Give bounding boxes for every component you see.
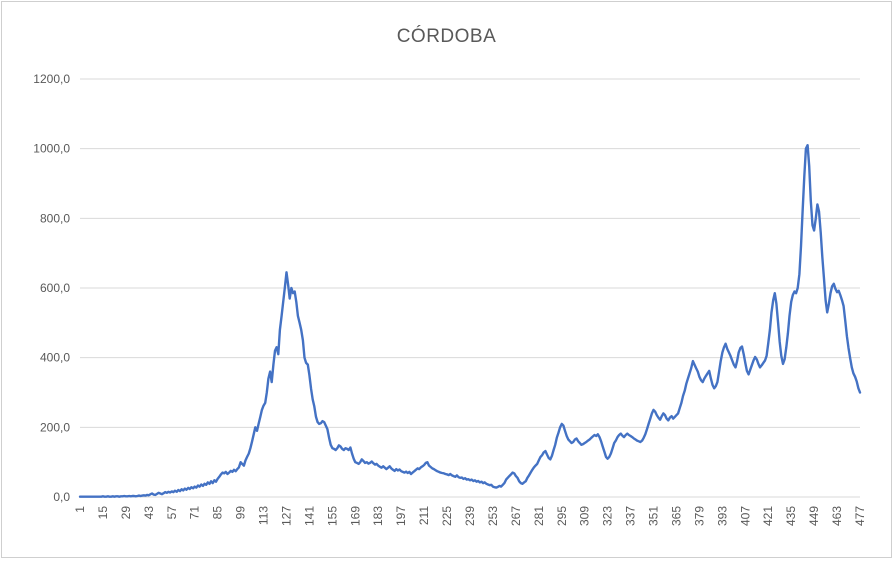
x-axis-label: 15 xyxy=(96,506,110,520)
x-axis-label: 239 xyxy=(463,506,477,526)
x-axis-label: 463 xyxy=(830,506,844,526)
x-axis-label: 113 xyxy=(257,506,271,525)
x-axis-label: 99 xyxy=(234,506,248,520)
x-axis-label: 337 xyxy=(624,506,638,526)
x-axis-label: 379 xyxy=(692,506,706,526)
x-axis-label: 253 xyxy=(486,506,500,526)
x-axis-label: 295 xyxy=(555,506,569,526)
x-axis-label: 365 xyxy=(669,506,683,526)
y-axis-label: 400,0 xyxy=(40,351,70,365)
x-axis-label: 155 xyxy=(325,506,339,526)
x-axis-label: 351 xyxy=(647,506,661,526)
y-axis-label: 0,0 xyxy=(53,490,70,504)
series-line xyxy=(78,143,862,498)
x-axis-label: 407 xyxy=(738,506,752,526)
y-axis-labels: 0,0 200,0 400,0 600,0 800,0 1000,0 1200,0 xyxy=(33,72,70,504)
x-axis-label: 43 xyxy=(142,506,156,520)
y-axis-label: 800,0 xyxy=(40,211,70,225)
x-axis-label: 225 xyxy=(440,506,454,526)
x-axis-label: 449 xyxy=(807,506,821,526)
y-axis-label: 600,0 xyxy=(40,281,70,295)
gridlines xyxy=(80,78,860,498)
x-axis-label: 211 xyxy=(417,506,431,525)
x-axis-label: 421 xyxy=(761,506,775,526)
x-axis-label: 1 xyxy=(73,506,87,513)
x-axis-label: 197 xyxy=(394,506,408,526)
y-axis-label: 1200,0 xyxy=(33,72,70,86)
x-axis-label: 183 xyxy=(371,506,385,526)
x-axis-label: 169 xyxy=(348,506,362,526)
x-axis-label: 127 xyxy=(279,506,293,526)
x-axis-label: 57 xyxy=(165,506,179,520)
x-axis-label: 323 xyxy=(601,506,615,526)
x-axis-label: 477 xyxy=(853,506,867,526)
x-axis-label: 281 xyxy=(532,506,546,526)
chart-title: CÓRDOBA xyxy=(396,26,497,47)
y-axis-label: 1000,0 xyxy=(33,142,70,156)
x-axis-label: 435 xyxy=(784,506,798,526)
x-axis-label: 393 xyxy=(715,506,729,526)
y-axis-label: 200,0 xyxy=(40,420,70,434)
x-axis-label: 309 xyxy=(578,506,592,526)
x-axis-label: 71 xyxy=(188,506,202,520)
x-axis-labels: 1 15 29 43 57 71 85 99 113 127 141 155 169 183 197 211 2… xyxy=(73,506,867,526)
x-axis-label: 267 xyxy=(509,506,523,526)
x-axis-label: 85 xyxy=(211,506,225,520)
x-axis-label: 141 xyxy=(302,506,316,526)
x-axis-label: 29 xyxy=(119,506,133,520)
